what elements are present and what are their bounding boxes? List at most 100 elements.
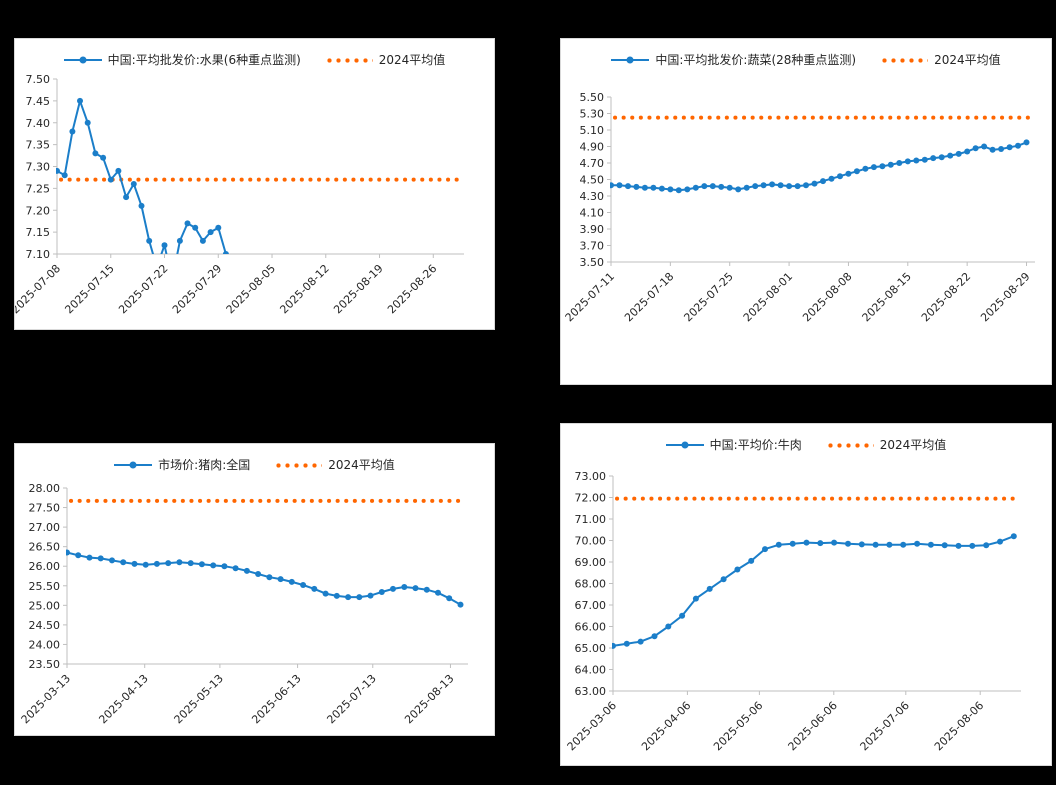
svg-text:2025-07-25: 2025-07-25 — [681, 270, 735, 324]
svg-text:72.00: 72.00 — [575, 492, 607, 505]
fruit-series-label: 中国:平均批发价:水果(6种重点监测) — [107, 53, 301, 67]
svg-text:5.30: 5.30 — [580, 108, 605, 121]
svg-text:3.90: 3.90 — [580, 223, 605, 236]
series-marker-icon — [626, 56, 634, 64]
svg-text:2025-07-15: 2025-07-15 — [62, 262, 116, 316]
svg-text:2025-07-29: 2025-07-29 — [170, 262, 224, 316]
vegetable-average-label: 2024平均值 — [934, 53, 1001, 67]
svg-text:65.00: 65.00 — [575, 642, 607, 655]
svg-text:2025-05-06: 2025-05-06 — [711, 699, 765, 753]
svg-text:2025-08-15: 2025-08-15 — [860, 270, 914, 324]
series-marker-icon — [129, 461, 137, 469]
svg-text:4.70: 4.70 — [580, 157, 605, 170]
series-marker-icon — [79, 56, 87, 64]
svg-text:2025-08-22: 2025-08-22 — [919, 270, 973, 324]
svg-text:67.00: 67.00 — [575, 599, 607, 612]
fruit-average-label: 2024平均值 — [378, 53, 446, 67]
svg-text:24.50: 24.50 — [29, 619, 61, 632]
average-dotted-line-icon — [825, 442, 874, 448]
svg-text:7.35: 7.35 — [26, 139, 51, 152]
svg-text:3.70: 3.70 — [580, 240, 605, 253]
legend-item-pork-series: 市场价:猪肉:全国 — [114, 459, 250, 471]
svg-text:2025-07-11: 2025-07-11 — [563, 270, 617, 324]
svg-text:25.00: 25.00 — [29, 599, 61, 612]
fruit-price-panel: 中国:平均批发价:水果(6种重点监测) 2024平均值 7.10 7.15 7.20… — [14, 38, 495, 330]
svg-text:28.00: 28.00 — [29, 482, 61, 495]
svg-text:23.50: 23.50 — [29, 658, 61, 671]
svg-text:2025-07-06: 2025-07-06 — [858, 699, 912, 753]
svg-text:7.15: 7.15 — [26, 226, 51, 239]
svg-text:4.10: 4.10 — [580, 207, 605, 220]
svg-text:7.40: 7.40 — [26, 117, 51, 130]
svg-text:26.00: 26.00 — [29, 560, 61, 573]
fruit-chart-legend: 中国:平均批发价:水果(6种重点监测) 2024平均值 — [15, 39, 494, 73]
svg-text:5.50: 5.50 — [580, 91, 605, 104]
pork-average-label: 2024平均值 — [328, 458, 395, 472]
svg-text:2025-08-08: 2025-08-08 — [800, 270, 854, 324]
vegetable-price-panel: 中国:平均批发价:蔬菜(28种重点监测) 2024平均值 3.50 3.70 3.9… — [560, 38, 1052, 385]
pork-series-label: 市场价:猪肉:全国 — [158, 458, 251, 472]
svg-text:4.90: 4.90 — [580, 141, 605, 154]
svg-text:2025-05-13: 2025-05-13 — [172, 672, 226, 726]
series-marker-icon — [681, 441, 689, 449]
svg-text:2025-08-29: 2025-08-29 — [978, 270, 1032, 324]
average-dotted-line-icon — [324, 57, 373, 63]
svg-text:71.00: 71.00 — [575, 513, 607, 526]
svg-text:3.50: 3.50 — [580, 256, 605, 269]
svg-text:7.20: 7.20 — [26, 204, 51, 217]
svg-text:63.00: 63.00 — [575, 685, 607, 698]
svg-text:2025-08-13: 2025-08-13 — [402, 672, 456, 726]
beef-average-label: 2024平均值 — [879, 438, 947, 452]
legend-item-beef-series: 中国:平均价:牛肉 — [665, 438, 802, 452]
svg-text:24.00: 24.00 — [29, 638, 61, 651]
vegetable-series-label: 中国:平均批发价:蔬菜(28种重点监测) — [655, 53, 857, 67]
svg-text:68.00: 68.00 — [575, 578, 607, 591]
svg-text:7.25: 7.25 — [26, 182, 51, 195]
series-line-icon — [665, 441, 704, 449]
svg-text:7.50: 7.50 — [26, 73, 51, 86]
pork-price-chart: 23.50 24.00 24.50 25.00 25.50 26.00 26.50 27.00… — [19, 482, 468, 726]
svg-text:2025-06-13: 2025-06-13 — [249, 672, 303, 726]
svg-text:2025-08-12: 2025-08-12 — [277, 262, 331, 316]
svg-text:69.00: 69.00 — [575, 556, 607, 569]
beef-series-label: 中国:平均价:牛肉 — [709, 438, 802, 452]
fruit-price-chart: 7.10 7.15 7.20 7.25 7.30 7.35 7.40 7.45 7.50 2025… — [15, 73, 464, 316]
pork-price-panel: 市场价:猪肉:全国 2024平均值 23.50 24.00 24.50 25.00 25… — [14, 443, 495, 736]
svg-text:66.00: 66.00 — [575, 621, 607, 634]
legend-item-vegetable-average: 2024平均值 — [880, 54, 1001, 66]
legend-item-pork-average: 2024平均值 — [274, 459, 395, 471]
average-dotted-line-icon — [274, 462, 323, 468]
svg-text:5.10: 5.10 — [580, 124, 605, 137]
beef-price-chart: 63.00 64.00 65.00 66.00 67.00 68.00 69.00 70.00… — [565, 470, 1021, 753]
svg-text:4.30: 4.30 — [580, 190, 605, 203]
svg-text:2025-04-13: 2025-04-13 — [96, 672, 150, 726]
svg-text:4.50: 4.50 — [580, 174, 605, 187]
svg-text:2025-08-19: 2025-08-19 — [331, 262, 385, 316]
svg-text:27.00: 27.00 — [29, 521, 61, 534]
vegetable-price-chart: 3.50 3.70 3.90 4.10 4.30 4.50 4.70 4.90 5.10 5.30… — [563, 91, 1035, 324]
svg-text:2025-07-13: 2025-07-13 — [324, 672, 378, 726]
svg-text:2025-04-06: 2025-04-06 — [639, 699, 693, 753]
svg-text:70.00: 70.00 — [575, 535, 607, 548]
legend-item-beef-average: 2024平均值 — [825, 438, 947, 452]
svg-text:2025-08-01: 2025-08-01 — [741, 270, 795, 324]
svg-text:7.45: 7.45 — [26, 95, 51, 108]
svg-text:2025-08-06: 2025-08-06 — [932, 699, 986, 753]
svg-text:64.00: 64.00 — [575, 664, 607, 677]
svg-text:2025-08-05: 2025-08-05 — [224, 262, 278, 316]
legend-item-fruit-series: 中国:平均批发价:水果(6种重点监测) — [63, 53, 301, 67]
svg-text:2025-07-18: 2025-07-18 — [622, 270, 676, 324]
svg-text:73.00: 73.00 — [575, 470, 607, 483]
series-line-icon — [114, 461, 153, 469]
svg-text:27.50: 27.50 — [29, 502, 61, 515]
svg-text:2025-08-26: 2025-08-26 — [385, 262, 439, 316]
svg-text:2025-07-22: 2025-07-22 — [116, 262, 170, 316]
svg-text:2025-03-13: 2025-03-13 — [19, 672, 73, 726]
svg-text:25.50: 25.50 — [29, 580, 61, 593]
svg-text:2025-06-06: 2025-06-06 — [786, 699, 840, 753]
svg-text:7.10: 7.10 — [26, 248, 51, 261]
series-line-icon — [63, 56, 102, 64]
svg-text:2025-03-06: 2025-03-06 — [565, 699, 619, 753]
beef-chart-legend: 中国:平均价:牛肉 2024平均值 — [561, 424, 1051, 458]
legend-item-vegetable-series: 中国:平均批发价:蔬菜(28种重点监测) — [611, 54, 856, 66]
